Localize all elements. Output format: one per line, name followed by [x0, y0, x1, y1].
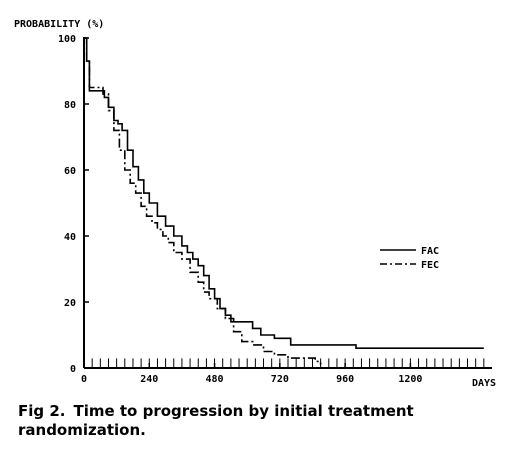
x-tick-label: 0	[81, 374, 87, 385]
y-tick-label: 80	[64, 100, 76, 111]
x-tick-label: 480	[206, 374, 224, 385]
legend: FAC FEC	[380, 246, 439, 271]
kaplan-meier-chart: PROBABILITY (%) DAYS 0 20 40 60 80 100 0 240 48…	[14, 19, 496, 389]
series-lines	[84, 37, 484, 365]
series-line-fec	[84, 37, 322, 365]
y-tick-label: 60	[64, 166, 76, 177]
censor-marks	[91, 358, 485, 368]
y-tick-label: 40	[64, 232, 76, 243]
caption-text: Time to progression by initial treatment…	[18, 402, 414, 439]
legend-label-fec: FEC	[421, 260, 439, 271]
x-tick-label: 240	[140, 374, 158, 385]
y-axis-label: PROBABILITY (%)	[14, 19, 104, 30]
y-tick-label: 100	[58, 34, 76, 45]
y-ticks: 0 20 40 60 80 100	[58, 34, 89, 375]
y-tick-label: 20	[64, 298, 76, 309]
x-axis-label: DAYS	[472, 378, 496, 389]
legend-label-fac: FAC	[421, 246, 439, 257]
figure-caption: Fig 2. Time to progression by initial tre…	[18, 402, 518, 440]
y-tick-label: 0	[70, 364, 76, 375]
x-tick-label: 960	[336, 374, 354, 385]
caption-label: Fig 2.	[18, 402, 66, 420]
x-ticks: 0 240 480 720 960 1200	[81, 363, 422, 385]
x-tick-label: 1200	[398, 374, 422, 385]
series-line-fac	[84, 37, 484, 349]
x-tick-label: 720	[271, 374, 289, 385]
